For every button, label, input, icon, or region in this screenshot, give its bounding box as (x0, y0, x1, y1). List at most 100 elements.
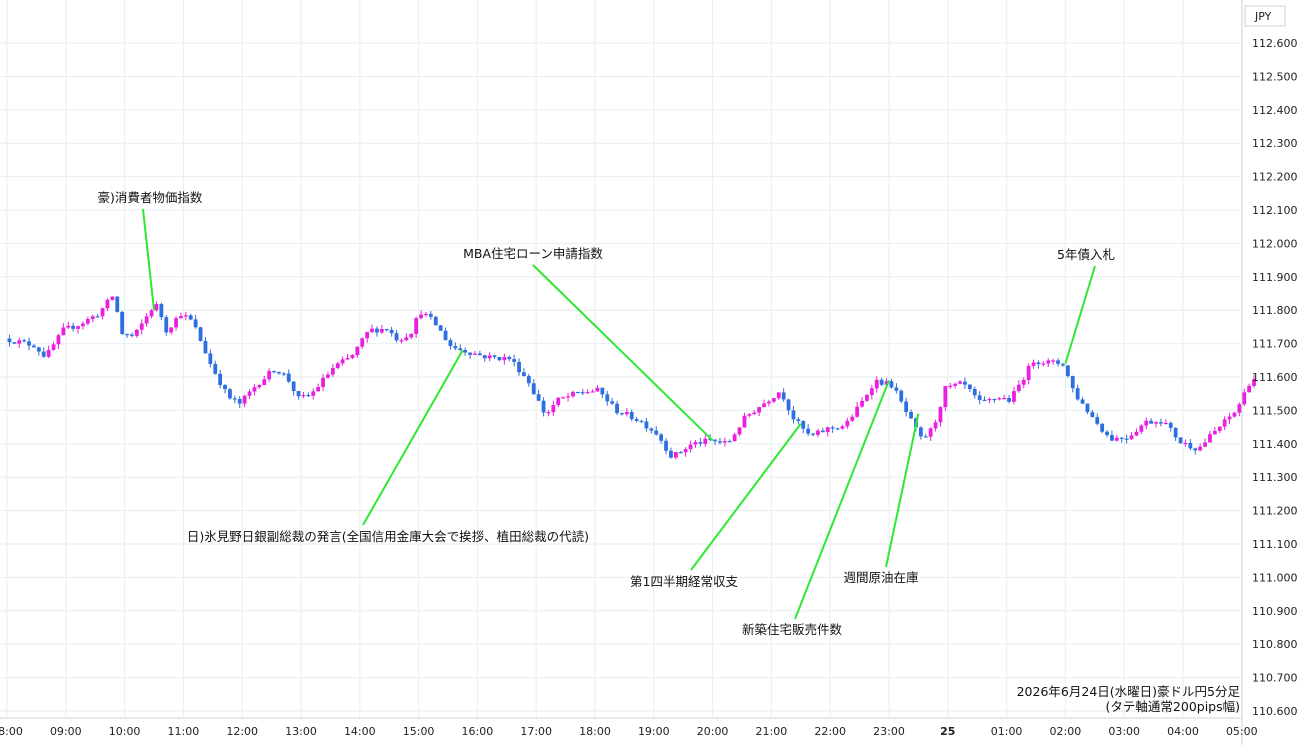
chart-caption: 2026年6月24日(水曜日)豪ドル円5分足 (タテ軸通常200pips幅) (1017, 684, 1241, 714)
candle-body (473, 353, 477, 355)
candle-body (1061, 363, 1065, 366)
candle-body (296, 390, 301, 397)
candle-body (350, 355, 355, 359)
candle-body (1173, 427, 1178, 438)
x-tick-label: 08:00 (0, 725, 23, 738)
candle-body (46, 349, 51, 357)
candle-body (718, 441, 722, 443)
x-tick-label: 12:00 (226, 725, 258, 738)
candle-body (66, 325, 71, 328)
x-tick-label: 20:00 (697, 725, 729, 738)
candle-body (1065, 365, 1070, 377)
candle-body (928, 428, 933, 437)
candle-body (340, 359, 345, 364)
candle-body (644, 421, 649, 429)
candle-body (159, 303, 164, 318)
candle-body (512, 359, 517, 362)
candle-body (781, 392, 786, 400)
candle-body (448, 340, 453, 347)
candle-body (1129, 435, 1134, 440)
candle-body (526, 376, 531, 384)
candle-body (1168, 422, 1173, 428)
candle-body (424, 313, 428, 316)
candle-body (840, 426, 845, 429)
candle-body (1095, 417, 1100, 424)
candle-body (394, 333, 399, 341)
candle-body (879, 379, 884, 385)
candle-body (669, 450, 673, 458)
candle-body (541, 400, 546, 413)
candle-body (1178, 437, 1183, 444)
x-tick-label: 15:00 (403, 725, 435, 738)
candle-body (605, 394, 610, 402)
candle-body (1056, 360, 1060, 364)
candle-body (659, 434, 664, 441)
candle-body (228, 389, 232, 399)
candle-body (110, 296, 115, 300)
grid (0, 0, 1243, 718)
candle-body (105, 299, 110, 309)
candle-body (139, 323, 144, 330)
y-tick-label: 112.200 (1252, 171, 1298, 184)
candle-body (654, 430, 659, 435)
candle-body (1026, 365, 1031, 380)
x-tick-label: 13:00 (285, 725, 317, 738)
candle-body (1124, 438, 1129, 440)
candle-body (56, 335, 61, 345)
annotation-leader-line (142, 208, 155, 311)
candle-body (262, 379, 267, 386)
candle-body (771, 398, 776, 402)
candle-body (1007, 398, 1011, 402)
y-tick-label: 110.800 (1252, 638, 1298, 651)
candle-body (419, 314, 423, 319)
annotation-label: 日)氷見野日銀副総裁の発言(全国信用金庫大会で挨拶、植田総裁の代読) (187, 529, 589, 544)
candle-body (81, 323, 85, 327)
candle-body (193, 319, 198, 328)
candle-body (747, 414, 752, 416)
candle-body (7, 338, 12, 343)
candle-body (943, 386, 948, 408)
x-tick-label: 09:00 (50, 725, 82, 738)
annotation-label: 週間原油在庫 (843, 570, 918, 585)
currency-badge[interactable] (1244, 5, 1286, 27)
candle-body (933, 422, 938, 429)
candle-body (242, 395, 247, 404)
candle-body (169, 327, 174, 333)
candle-body (678, 452, 683, 454)
candle-body (1016, 384, 1021, 392)
candle-body (399, 340, 404, 342)
y-tick-label: 112.000 (1252, 237, 1298, 250)
candle-body (762, 403, 766, 408)
candle-body (1046, 360, 1051, 364)
candle-body (615, 403, 619, 414)
candle-body (722, 441, 727, 443)
candle-body (1198, 446, 1203, 451)
candle-body (360, 338, 365, 347)
candle-body (306, 395, 311, 397)
y-tick-label: 112.600 (1252, 37, 1298, 50)
candle-body (590, 391, 595, 393)
candle-body (801, 421, 806, 429)
candle-body (32, 345, 36, 348)
candle-body (100, 308, 105, 317)
candle-body (620, 413, 624, 415)
candle-body (958, 381, 962, 384)
x-tick-label: 03:00 (1108, 725, 1140, 738)
candle-body (1227, 416, 1232, 420)
candle-body (639, 420, 644, 423)
candles (7, 296, 1256, 460)
candle-body (443, 330, 448, 341)
candle-body (825, 427, 830, 433)
candle-body (874, 379, 879, 389)
candle-body (36, 347, 41, 352)
candle-body (791, 410, 796, 420)
candle-body (286, 373, 291, 382)
candle-body (409, 334, 414, 338)
x-tick-label: 10:00 (109, 725, 141, 738)
candle-body (889, 381, 894, 388)
candle-body (463, 349, 468, 353)
candle-body (375, 328, 379, 333)
candle-body (522, 372, 526, 377)
candle-body (757, 407, 762, 413)
candle-body (634, 419, 639, 421)
